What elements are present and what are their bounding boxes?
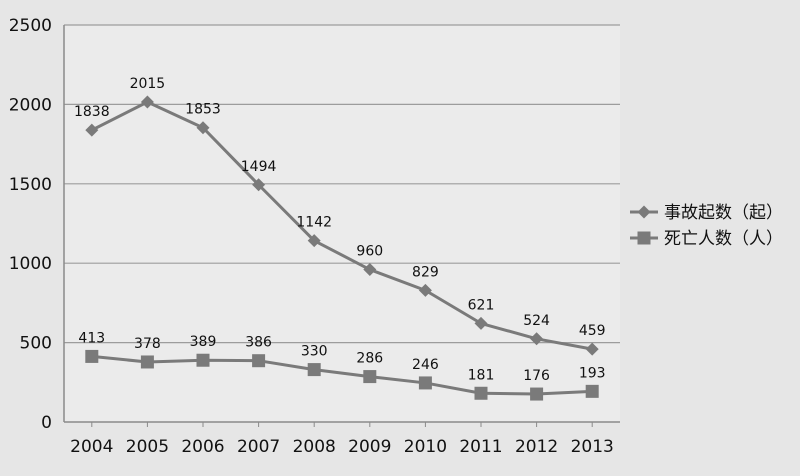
x-tick-label: 2006 bbox=[181, 437, 224, 457]
point-accidents bbox=[140, 95, 154, 109]
series-line-accidents bbox=[91, 100, 593, 351]
point-deaths bbox=[196, 353, 210, 367]
point-deaths bbox=[307, 363, 321, 377]
x-tick-label: 2011 bbox=[459, 437, 502, 457]
series-line-deaths bbox=[91, 354, 593, 396]
data-label-deaths: 286 bbox=[356, 351, 383, 367]
point-deaths bbox=[363, 370, 377, 384]
x-tick-label: 2012 bbox=[515, 437, 558, 457]
point-accidents bbox=[307, 234, 321, 248]
data-label-accidents: 1838 bbox=[74, 104, 110, 120]
y-tick-label: 1500 bbox=[9, 175, 52, 195]
data-label-accidents: 1142 bbox=[296, 215, 332, 231]
data-label-deaths: 176 bbox=[523, 368, 550, 384]
legend-label-deaths: 死亡人数（人） bbox=[664, 229, 783, 249]
x-tick-label: 2005 bbox=[126, 437, 169, 457]
data-label-accidents: 621 bbox=[468, 297, 495, 313]
axes: 0 500 1000 1500 2000 2500 2004 2005 2006 2007 2008… bbox=[9, 16, 620, 457]
gridlines bbox=[64, 24, 620, 422]
data-label-deaths: 193 bbox=[579, 365, 606, 381]
point-accidents bbox=[474, 316, 488, 330]
x-tick-label: 2004 bbox=[70, 437, 113, 457]
data-label-deaths: 386 bbox=[245, 335, 272, 351]
x-tick-label: 2013 bbox=[571, 437, 614, 457]
point-deaths bbox=[85, 349, 99, 363]
y-tick-label: 2000 bbox=[9, 95, 52, 115]
data-label-deaths: 246 bbox=[412, 357, 439, 373]
x-tick-label: 2010 bbox=[404, 437, 447, 457]
data-label-accidents: 1494 bbox=[241, 159, 277, 175]
y-tick-label: 500 bbox=[20, 334, 52, 354]
x-tick-label: 2008 bbox=[293, 437, 336, 457]
data-label-accidents: 1853 bbox=[185, 102, 221, 118]
point-accidents bbox=[196, 121, 210, 135]
data-label-accidents: 2015 bbox=[130, 76, 166, 92]
legend-label-accidents: 事故起数（起） bbox=[664, 203, 783, 223]
x-tick-label: 2009 bbox=[348, 437, 391, 457]
legend-marker-deaths bbox=[637, 231, 651, 245]
plot-area bbox=[64, 25, 620, 422]
data-label-deaths: 413 bbox=[78, 330, 105, 346]
y-tick-label: 0 bbox=[41, 413, 52, 433]
point-accidents bbox=[252, 178, 266, 192]
point-deaths bbox=[530, 387, 544, 401]
point-accidents bbox=[363, 263, 377, 277]
legend-marker-accidents bbox=[637, 205, 651, 219]
legend: 事故起数（起） 死亡人数（人） bbox=[630, 203, 783, 249]
data-label-deaths: 389 bbox=[190, 334, 217, 350]
data-label-deaths: 181 bbox=[468, 367, 495, 383]
point-accidents bbox=[418, 283, 432, 297]
data-labels: 1838 2015 1853 1494 1142 960 829 621 524 459 413 37… bbox=[74, 76, 606, 384]
data-label-accidents: 524 bbox=[523, 313, 550, 329]
point-accidents bbox=[85, 123, 99, 137]
point-deaths bbox=[585, 384, 599, 398]
data-label-accidents: 459 bbox=[579, 323, 606, 339]
point-deaths bbox=[252, 354, 266, 368]
point-deaths bbox=[140, 355, 154, 369]
data-label-deaths: 378 bbox=[134, 336, 161, 352]
data-label-deaths: 330 bbox=[301, 344, 328, 360]
x-tick-label: 2007 bbox=[237, 437, 280, 457]
data-label-accidents: 960 bbox=[356, 244, 383, 260]
data-label-accidents: 829 bbox=[412, 264, 439, 280]
point-deaths bbox=[474, 386, 488, 400]
series-layer bbox=[85, 95, 599, 401]
point-deaths bbox=[418, 376, 432, 390]
y-tick-label: 2500 bbox=[9, 16, 52, 36]
y-tick-label: 1000 bbox=[9, 254, 52, 274]
point-accidents bbox=[530, 332, 544, 346]
point-accidents bbox=[585, 342, 599, 356]
